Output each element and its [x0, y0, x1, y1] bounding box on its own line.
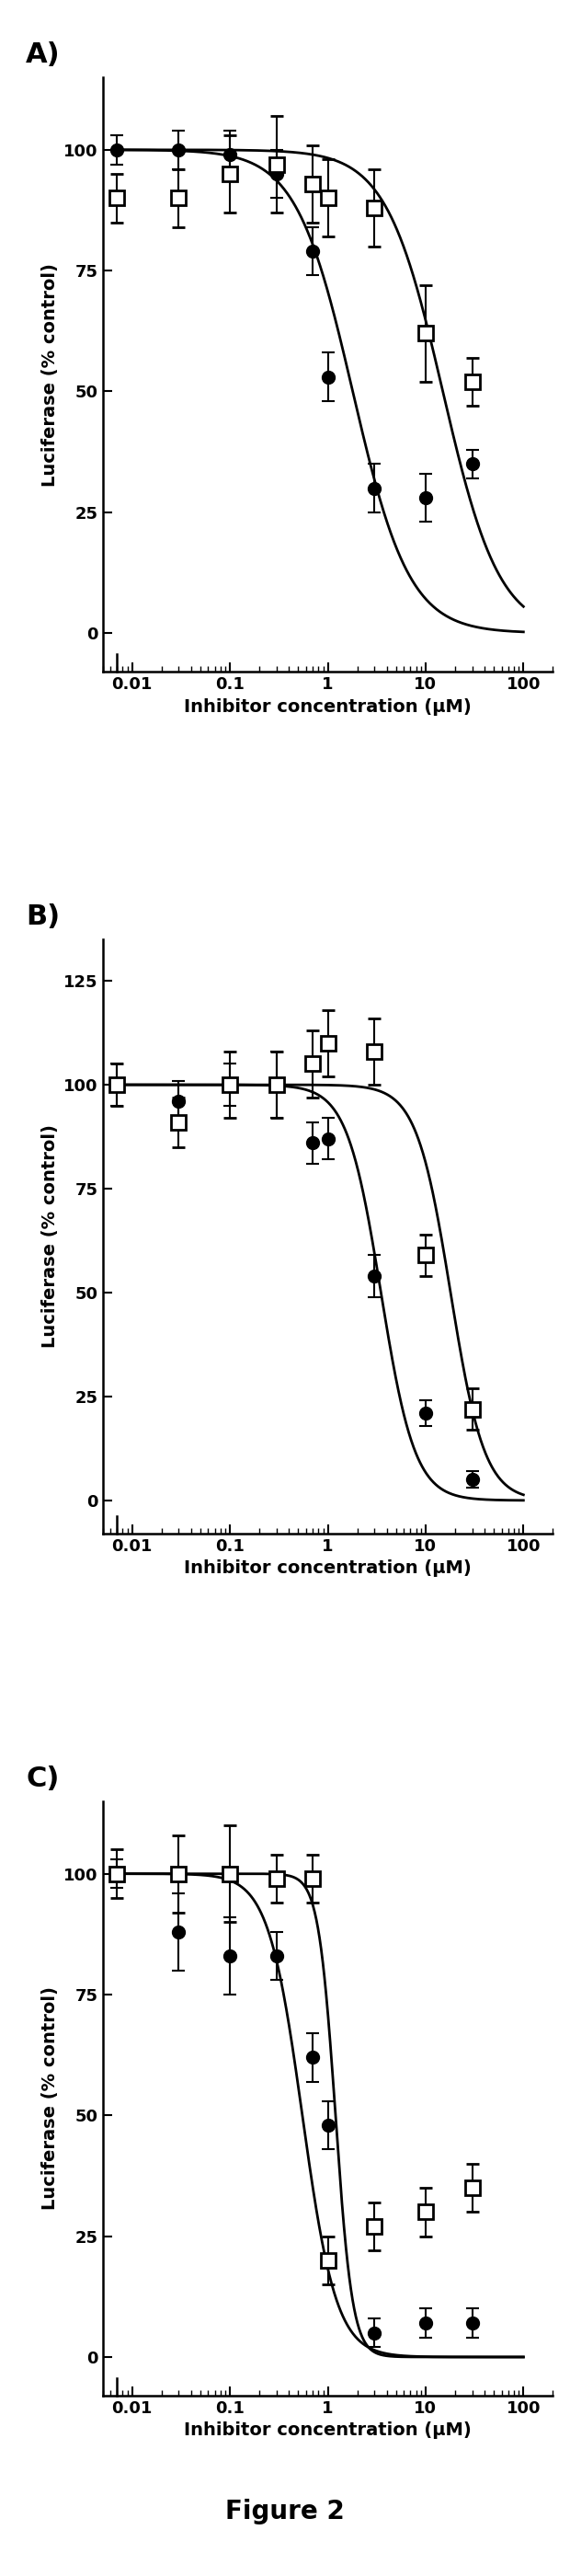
X-axis label: Inhibitor concentration (μM): Inhibitor concentration (μM) [184, 2421, 471, 2439]
Y-axis label: Luciferase (% control): Luciferase (% control) [41, 263, 59, 487]
Y-axis label: Luciferase (% control): Luciferase (% control) [41, 1986, 59, 2210]
X-axis label: Inhibitor concentration (μM): Inhibitor concentration (μM) [184, 1561, 471, 1577]
Y-axis label: Luciferase (% control): Luciferase (% control) [41, 1126, 59, 1347]
Text: Figure 2: Figure 2 [225, 2499, 345, 2524]
Text: A): A) [26, 41, 60, 70]
X-axis label: Inhibitor concentration (μM): Inhibitor concentration (μM) [184, 698, 471, 716]
Text: B): B) [26, 904, 60, 930]
Text: C): C) [26, 1765, 59, 1793]
